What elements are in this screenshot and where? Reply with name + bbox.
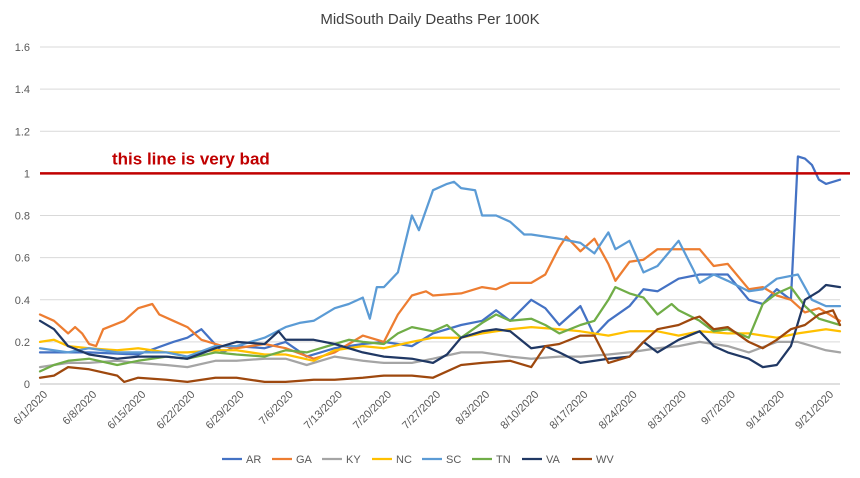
- legend-label-tn: TN: [496, 454, 511, 466]
- y-tick-label: 0: [24, 379, 30, 391]
- x-tick-label: 7/13/2020: [302, 389, 345, 432]
- series-line-nc: [38, 325, 842, 362]
- x-tick-label: 7/27/2020: [400, 389, 443, 432]
- x-tick-label: 6/1/2020: [11, 389, 50, 428]
- legend-label-ga: GA: [296, 454, 313, 466]
- x-tick-label: 9/14/2020: [744, 389, 787, 432]
- y-tick-label: 0.6: [15, 253, 30, 265]
- x-tick-label: 8/24/2020: [597, 389, 640, 432]
- annotation-text: this line is very bad: [112, 149, 270, 168]
- legend-label-va: VA: [546, 454, 561, 466]
- x-tick-label: 8/10/2020: [498, 389, 541, 432]
- legend-label-nc: NC: [396, 454, 412, 466]
- y-tick-label: 1.6: [15, 42, 30, 54]
- x-tick-label: 8/31/2020: [646, 389, 689, 432]
- legend-label-wv: WV: [596, 454, 614, 466]
- x-tick-label: 8/3/2020: [454, 389, 493, 428]
- series-line-sc: [38, 180, 842, 358]
- x-axis-ticks: 6/1/2020 6/8/2020 6/15/2020 6/22/2020 6/29/2…: [11, 389, 836, 432]
- y-tick-label: 0.8: [15, 211, 30, 223]
- legend-label-ar: AR: [246, 454, 261, 466]
- series-line-ga: [38, 235, 842, 360]
- x-tick-label: 9/7/2020: [699, 389, 738, 428]
- x-tick-label: 6/29/2020: [204, 389, 247, 432]
- x-tick-label: 6/8/2020: [61, 389, 100, 428]
- x-tick-label: 6/22/2020: [154, 389, 197, 432]
- x-tick-label: 7/6/2020: [257, 389, 296, 428]
- y-tick-label: 1.4: [15, 84, 30, 96]
- y-tick-label: 1.2: [15, 126, 30, 138]
- annotation: this line is very bad: [40, 149, 850, 175]
- y-tick-label: 1: [24, 168, 30, 180]
- series-line-tn: [38, 285, 842, 373]
- legend: AR GA KY NC SC TN VA WV: [222, 454, 614, 466]
- legend-label-ky: KY: [346, 454, 361, 466]
- y-tick-label: 0.2: [15, 337, 30, 349]
- series-lines: [38, 155, 842, 384]
- x-tick-label: 8/17/2020: [547, 389, 590, 432]
- x-tick-label: 7/20/2020: [351, 389, 394, 432]
- x-tick-label: 6/15/2020: [105, 389, 148, 432]
- y-axis-ticks: 0 0.2 0.4 0.6 0.8 1 1.2 1.4 1.6: [15, 42, 30, 391]
- chart-title: MidSouth Daily Deaths Per 100K: [320, 11, 539, 28]
- legend-label-sc: SC: [446, 454, 461, 466]
- series-line-wv: [38, 309, 842, 384]
- x-tick-label: 9/21/2020: [793, 389, 836, 432]
- y-tick-label: 0.4: [15, 295, 30, 307]
- series-line-va: [38, 283, 842, 369]
- series-line-ky: [38, 340, 842, 369]
